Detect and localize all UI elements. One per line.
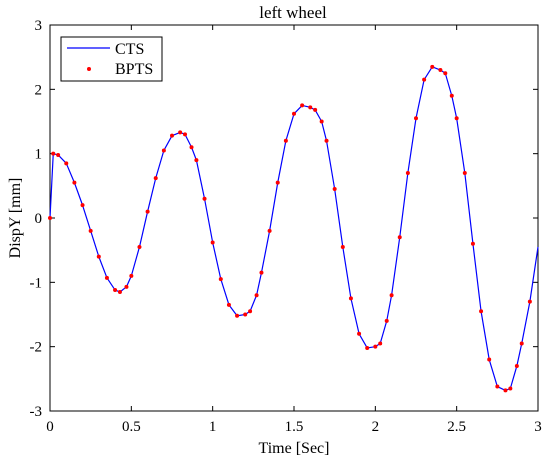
series-point-bpts [313, 107, 318, 112]
x-tick-label: 2.5 [447, 419, 466, 435]
series-point-bpts [384, 318, 389, 323]
series-point-bpts [248, 309, 253, 314]
series-point-bpts [226, 302, 231, 307]
series-point-bpts [487, 357, 492, 362]
legend-box [60, 36, 163, 82]
x-tick-label: 2 [372, 419, 380, 435]
series-point-bpts [479, 309, 484, 314]
series-point-bpts [319, 119, 324, 124]
series-point-bpts [170, 133, 174, 138]
series-point-bpts [405, 170, 410, 175]
series-point-bpts [117, 289, 122, 294]
x-tick-label: 1 [209, 419, 217, 435]
series-point-bpts [129, 273, 134, 278]
series-point-bpts [373, 344, 378, 349]
x-tick-label: 3 [534, 419, 542, 435]
series-point-bpts [332, 187, 337, 192]
y-axis-ticks: -3 -2 -1 0 1 2 3 [30, 18, 538, 420]
series-point-bpts [48, 216, 52, 220]
series-point-bpts [189, 145, 194, 150]
series-point-bpts [389, 293, 394, 298]
series-point-bpts [340, 244, 345, 249]
x-tick-label: 1.5 [285, 419, 304, 435]
series-point-bpts [80, 203, 85, 208]
series-point-bpts [137, 244, 142, 249]
y-tick-label: -3 [30, 404, 43, 420]
series-point-bpts [113, 288, 118, 293]
series-point-bpts [292, 111, 296, 116]
legend: CTS BPTS [60, 36, 163, 82]
x-axis-ticks: 0 0.5 1 1.5 2 2.5 3 [46, 25, 542, 435]
y-tick-label: 2 [35, 82, 43, 98]
series-point-bpts [324, 138, 329, 143]
series-point-bpts [64, 161, 69, 166]
series-point-bpts [88, 228, 93, 233]
series-point-bpts [378, 341, 383, 346]
x-tick-label: 0.5 [122, 419, 141, 435]
y-tick-label: 1 [35, 147, 43, 163]
series-point-bpts [454, 116, 459, 121]
series-point-bpts [508, 386, 513, 391]
series-point-bpts [153, 176, 158, 181]
x-axis-label: Time [Sec] [259, 440, 330, 457]
plot-area [49, 24, 539, 412]
series-point-bpts [527, 299, 532, 304]
legend-bpts-marker [87, 67, 91, 71]
y-axis-label: DispY [mm] [7, 178, 24, 259]
series-point-bpts [462, 170, 467, 175]
series-point-bpts [72, 180, 77, 185]
y-tick-label: -1 [30, 275, 43, 291]
series-point-bpts [183, 132, 188, 137]
series-point-bpts [218, 277, 223, 282]
y-tick-label: 3 [35, 18, 43, 34]
series-point-bpts [210, 240, 215, 245]
series-point-bpts [503, 388, 508, 393]
series-point-bpts [495, 384, 500, 389]
series-point-bpts [430, 64, 435, 69]
series-point-bpts [470, 241, 475, 246]
series-point-bpts [235, 313, 240, 318]
series-point-bpts [254, 293, 259, 298]
x-tick-label: 0 [46, 419, 54, 435]
series-point-bpts [124, 284, 129, 289]
y-tick-label: -2 [30, 340, 43, 356]
series-point-bpts [357, 331, 362, 336]
series-point-bpts [275, 180, 280, 185]
series-point-bpts [519, 341, 524, 346]
chart-title: left wheel [259, 3, 327, 22]
series-point-bpts [422, 77, 427, 82]
series-point-bpts [259, 270, 264, 275]
legend-cts-label: CTS [115, 41, 144, 58]
series-point-bpts [267, 228, 272, 233]
series-point-bpts [145, 209, 150, 214]
series-point-bpts [308, 105, 313, 110]
series-point-bpts [178, 130, 183, 135]
y-tick-label: 0 [35, 211, 43, 227]
series-point-bpts [414, 116, 418, 121]
series-layer [48, 64, 539, 393]
legend-bpts-label: BPTS [115, 61, 153, 78]
series-point-bpts [51, 151, 56, 156]
series-point-bpts [449, 93, 454, 98]
series-point-bpts [300, 103, 305, 108]
series-point-bpts [514, 363, 519, 368]
series-point-bpts [397, 235, 402, 240]
series-point-bpts [438, 68, 443, 73]
series-point-bpts [104, 275, 109, 280]
series-point-bpts [243, 312, 248, 317]
series-point-bpts [56, 152, 61, 157]
series-point-bpts [96, 254, 101, 259]
series-point-bpts [194, 158, 199, 163]
series-point-bpts [365, 345, 370, 350]
series-point-bpts [283, 138, 288, 143]
series-point-bpts [443, 71, 448, 76]
series-point-bpts [161, 148, 166, 153]
series-point-bpts [348, 296, 353, 301]
series-point-bpts [202, 196, 207, 201]
